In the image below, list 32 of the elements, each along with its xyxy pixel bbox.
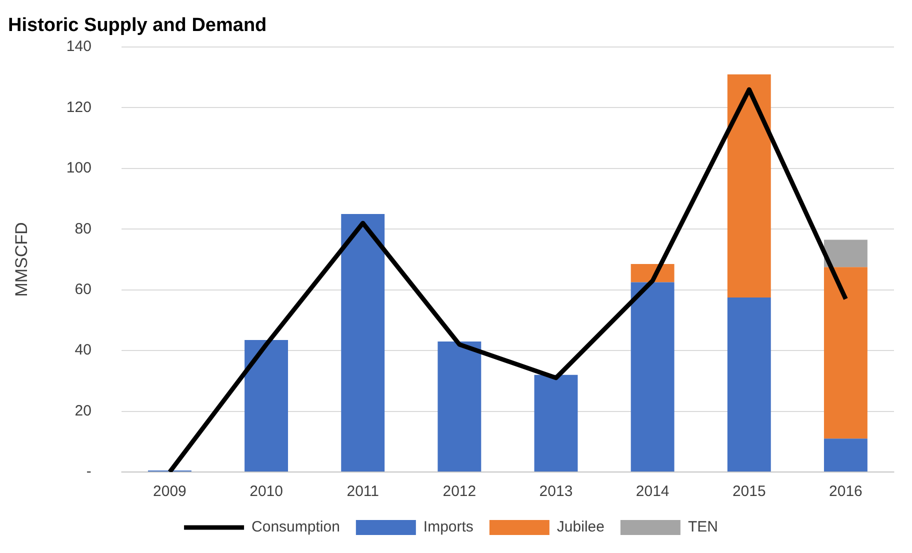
y-tick-label: 20 <box>74 402 92 420</box>
bar <box>630 282 674 472</box>
bar <box>438 341 482 472</box>
x-tick-label: 2012 <box>442 483 476 500</box>
bar <box>824 240 868 268</box>
bar <box>244 340 288 472</box>
x-tick-label: 2016 <box>829 483 862 500</box>
bar <box>824 438 868 472</box>
bar <box>341 214 385 472</box>
x-tick-label: 2015 <box>732 483 766 500</box>
y-tick-label: 40 <box>74 342 92 359</box>
bar <box>727 297 771 472</box>
y-tick-label: - <box>86 463 92 480</box>
x-tick-label: 2011 <box>346 483 379 500</box>
y-tick-label: 80 <box>74 220 92 238</box>
x-tick-label: 2010 <box>250 483 283 500</box>
legend-label: Imports <box>423 518 474 536</box>
bar <box>824 267 868 439</box>
y-tick-label: 140 <box>66 38 92 56</box>
y-tick-label: 60 <box>74 281 92 298</box>
bar <box>534 374 578 472</box>
x-tick-label: 2009 <box>153 483 186 500</box>
legend-label: Jubilee <box>556 518 604 536</box>
y-tick-label: 100 <box>66 160 92 177</box>
chart-title: Historic Supply and Demand <box>8 14 267 36</box>
y-tick-label: 120 <box>66 98 92 116</box>
legend-label: TEN <box>688 518 718 536</box>
bar <box>727 74 771 298</box>
y-axis-title: MMSCFD <box>12 222 31 297</box>
x-tick-label: 2013 <box>539 483 573 500</box>
legend-label: Consumption <box>252 518 340 536</box>
x-tick-label: 2014 <box>636 483 670 500</box>
